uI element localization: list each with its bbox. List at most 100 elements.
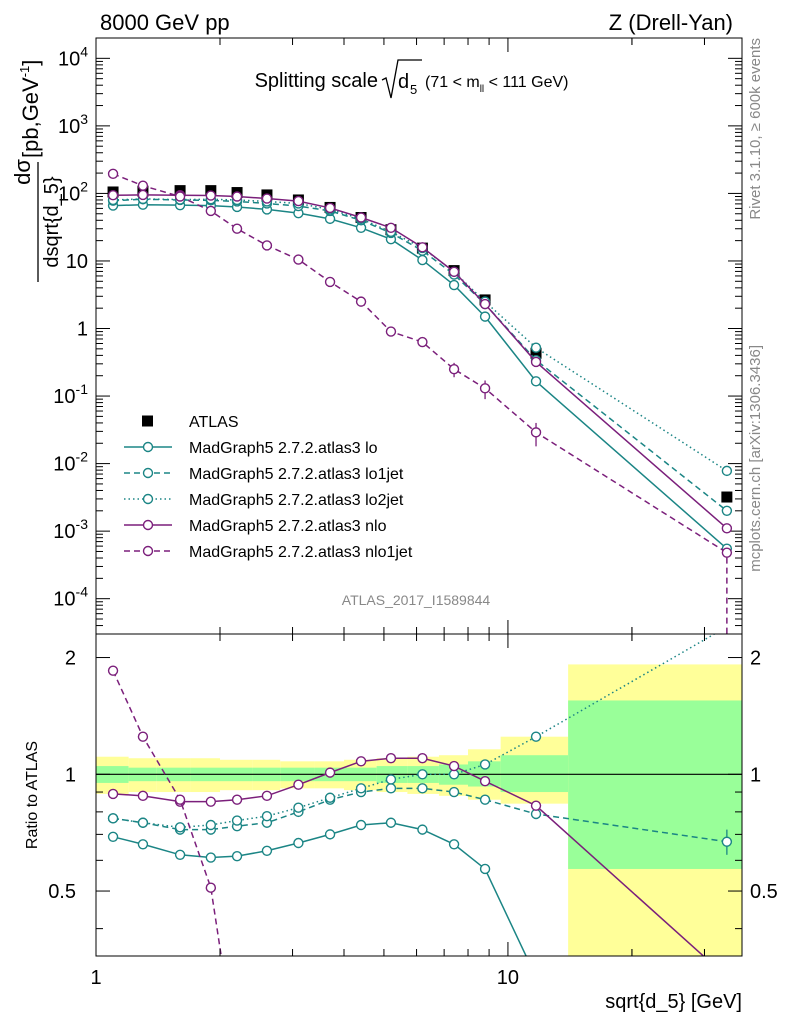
ratio-point [417,824,428,835]
legend-marker [142,467,154,479]
series-line [113,198,728,472]
ratio-point [385,783,397,794]
y-tick-label: 103 [58,111,88,138]
tick-exponent: 3 [80,111,88,127]
tick-mantissa: 10 [58,183,80,205]
ratio-point [385,817,397,828]
ratio-point [721,836,733,847]
ratio-point [231,850,243,862]
ratio-point [355,756,367,767]
header-right: Z (Drell-Yan) [609,10,733,35]
series-point [721,465,733,477]
ratio-point [530,800,542,811]
legend-marker [142,441,154,453]
ratio-point [324,767,336,778]
tick-mantissa: 10 [58,116,80,138]
legend-label: MadGraph5 2.7.2.atlas3 lo [189,440,378,457]
legend-label: MadGraph5 2.7.2.atlas3 nlo1jet [189,544,413,561]
ratio-point [355,783,367,794]
series-point [107,190,119,201]
tick-mantissa: 10 [53,454,75,476]
title-range-b: < 111 GeV) [484,74,568,91]
series-point [205,205,217,217]
legend-label: MadGraph5 2.7.2.atlas3 lo1jet [189,466,404,483]
y-tick-label: 102 [58,178,88,205]
series-lo2jet [107,193,733,477]
series-point [448,279,460,291]
series-point [261,193,273,204]
series-point [137,189,149,201]
ratio-series-nlo1jet [107,665,222,956]
band-stat [568,700,742,869]
tick-exponent: -2 [76,449,89,465]
ratio-point [417,783,428,794]
ratio-point [261,810,273,822]
y-tick-label: 10-3 [53,516,88,543]
title-range-a: (71 < m [425,74,480,91]
ratio-point [448,839,460,850]
ratio-point [355,819,367,831]
atlas-point [530,347,542,359]
rivet-label: Rivet 3.1.10, ≥ 600k events [747,38,764,220]
ylabel-unit-b: ] [18,60,43,66]
title-subscript: 5 [410,82,417,97]
y-tick-label: 104 [58,43,88,70]
title-symbol: d [398,71,409,93]
mc-series [107,168,733,634]
ratio-point [205,882,217,893]
series-point [479,311,491,322]
legend-marker [142,493,154,505]
series-point [385,222,397,233]
sqrt-sign [381,59,422,99]
ratio-point [205,852,217,863]
series-point [721,523,733,534]
ratio-point [479,775,491,787]
ratio-y-axis-label: Ratio to ATLAS [24,741,41,849]
ratio-point [417,753,428,764]
ratio-point [205,796,217,807]
series-point [530,427,542,438]
plot-title: Splitting scale d 5 (71 < mll < 111 GeV) [255,59,568,99]
tick-exponent: -1 [76,381,89,397]
series-point [231,223,243,234]
analysis-label: ATLAS_2017_I1589844 [342,592,491,608]
ylabel-unit-sup: -1 [17,66,32,78]
ylabel-denominator: dsqrt{d_5} [41,176,63,268]
legend-marker [142,545,154,557]
series-point [355,296,367,307]
series-point [721,505,733,517]
series-point [107,168,119,180]
series-point [385,326,397,337]
ratio-series-nlo [107,753,705,956]
ratio-series [107,634,733,956]
ratio-ticks [95,634,742,956]
y-tick-label: 10-4 [53,584,88,611]
series-point [137,180,149,191]
main-ticks [95,37,742,635]
ratio-point [293,779,304,790]
tick-mantissa: 10 [53,386,75,408]
x-tick-label: 1 [90,967,101,989]
series-point [479,298,491,310]
tick-mantissa: 10 [58,48,80,70]
ratio-point [174,822,186,833]
ratio-point [137,731,149,742]
ratio-point [417,769,428,780]
ratio-frame [95,633,743,957]
ratio-point [530,731,542,742]
ratio-point [231,794,243,805]
series-point [417,242,428,253]
series-point [448,266,460,278]
ratio-point [293,802,304,813]
ratio-point [137,790,149,802]
ratio-point [107,665,119,676]
ratio-point [385,753,397,764]
series-point [417,254,428,266]
ratio-point [107,831,119,842]
ratio-y-tick-label: 0.5 [48,881,76,903]
ratio-point [137,817,149,828]
legend-label: MadGraph5 2.7.2.atlas3 nlo [189,518,387,535]
ratio-y-tick-label: 1 [65,764,76,786]
title-main: Splitting scale [255,70,378,92]
